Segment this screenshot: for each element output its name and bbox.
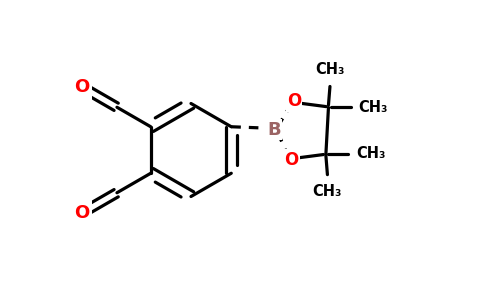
Text: CH₃: CH₃ <box>313 184 342 199</box>
Text: B: B <box>267 121 281 139</box>
Text: O: O <box>287 92 301 110</box>
Text: CH₃: CH₃ <box>315 62 345 77</box>
Text: O: O <box>284 151 299 169</box>
Text: CH₃: CH₃ <box>356 146 385 161</box>
Text: O: O <box>74 204 90 222</box>
Text: O: O <box>74 78 90 96</box>
Text: CH₃: CH₃ <box>359 100 388 115</box>
